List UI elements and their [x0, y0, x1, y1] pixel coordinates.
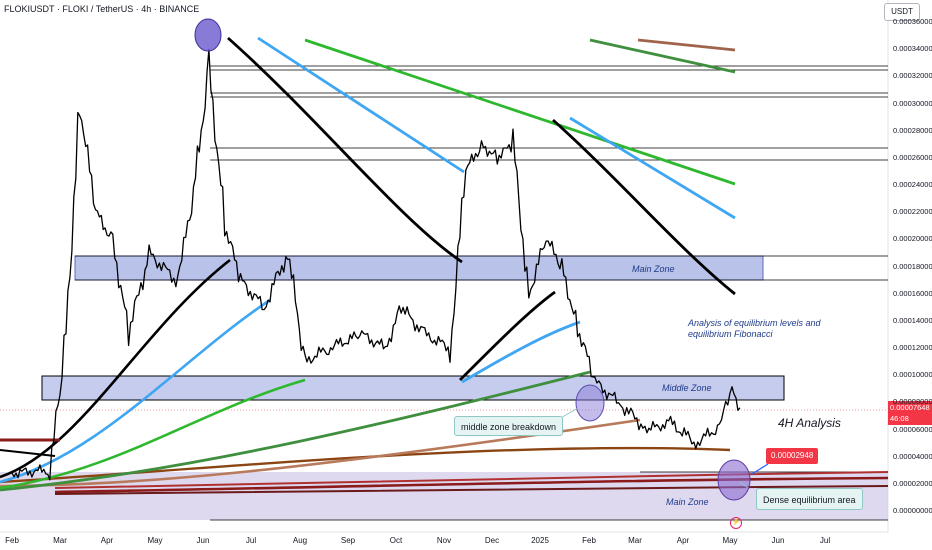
y-tick-label: 0.00006000: [893, 424, 932, 434]
analysis-note: Analysis of equilibrium levels and equil…: [688, 318, 821, 339]
y-tick-label: 0.00014000: [893, 315, 932, 325]
dense-connector: [739, 481, 749, 489]
symbol-title: FLOKIUSDT · FLOKI / TetherUS · 4h · BINA…: [4, 4, 200, 14]
x-tick-label: Apr: [676, 536, 690, 545]
x-tick-label: Apr: [100, 536, 114, 545]
horizontal-levels: [75, 65, 888, 521]
x-tick-label: Mar: [53, 536, 67, 545]
x-tick-label: Jul: [245, 536, 257, 545]
y-tick-label: 0.00024000: [893, 180, 932, 189]
x-tick-label: 2025: [531, 536, 549, 545]
x-tick-label: Feb: [5, 536, 19, 545]
price-series: [11, 48, 741, 481]
y-tick-label: 0.00034000: [893, 44, 932, 54]
x-tick-label: Aug: [292, 536, 308, 545]
main-zone-lower-label: Main Zone: [666, 497, 709, 507]
x-tick-label: Feb: [582, 536, 596, 545]
y-tick-label: 0.00018000: [893, 261, 932, 271]
trend-lines: [227, 36, 736, 296]
timeframe-label: 4H Analysis: [778, 416, 841, 430]
y-tick-label: 0.00016000: [893, 288, 932, 298]
candle-countdown: 46:08: [890, 414, 909, 423]
price-callout-connector: [751, 463, 769, 475]
y-tick-label: 0.00004000: [893, 451, 932, 461]
x-tick-label: Jun: [196, 536, 210, 545]
x-tick-label: Nov: [436, 536, 452, 545]
y-tick-label: 0.00000000: [893, 506, 932, 515]
x-tick-label: Sep: [340, 536, 356, 545]
middle-breakdown-callout[interactable]: middle zone breakdown: [454, 416, 564, 436]
y-tick-label: 0.00036000: [893, 17, 932, 26]
dense-equilibrium-callout[interactable]: Dense equilibrium area: [756, 488, 863, 510]
y-tick-label: 0.00032000: [893, 71, 932, 81]
top-circle-marker[interactable]: [194, 18, 222, 52]
current-price-tag: 0.00007648 46:08: [888, 401, 932, 425]
y-tick-label: 0.00028000: [893, 125, 932, 135]
y-tick-label: 0.00022000: [893, 207, 932, 217]
current-price-value: 0.00007648: [890, 403, 930, 412]
y-tick-label: 0.00020000: [893, 234, 932, 244]
x-tick-label: Mar: [628, 536, 642, 545]
x-tick-label: May: [147, 536, 163, 545]
price-label-callout[interactable]: 0.00002948: [766, 448, 819, 464]
fan-lines: [0, 258, 889, 495]
x-tick-label: Dec: [484, 536, 500, 545]
y-tick-label: 0.00010000: [893, 370, 932, 380]
y-tick-label: 0.00030000: [893, 98, 932, 108]
middle-zone-label: Middle Zone: [662, 383, 712, 393]
dense-area-circle-marker[interactable]: [717, 459, 751, 501]
y-tick-label: 0.00002000: [893, 478, 932, 488]
lightning-icon[interactable]: ⚡: [730, 517, 742, 529]
breakdown-circle-marker[interactable]: [575, 384, 605, 422]
y-tick-label: 0.00026000: [893, 152, 932, 162]
x-tick-label: May: [722, 536, 738, 545]
x-tick-label: Jul: [819, 536, 831, 545]
main-zone-upper-label: Main Zone: [632, 264, 675, 274]
main-zone-upper-box: [74, 255, 764, 281]
x-tick-label: Jun: [771, 536, 785, 545]
currency-unit-button[interactable]: USDT: [884, 3, 920, 21]
y-tick-label: 0.00008000: [893, 397, 932, 407]
y-tick-label: 0.00012000: [893, 343, 932, 352]
x-tick-label: Oct: [389, 536, 403, 545]
